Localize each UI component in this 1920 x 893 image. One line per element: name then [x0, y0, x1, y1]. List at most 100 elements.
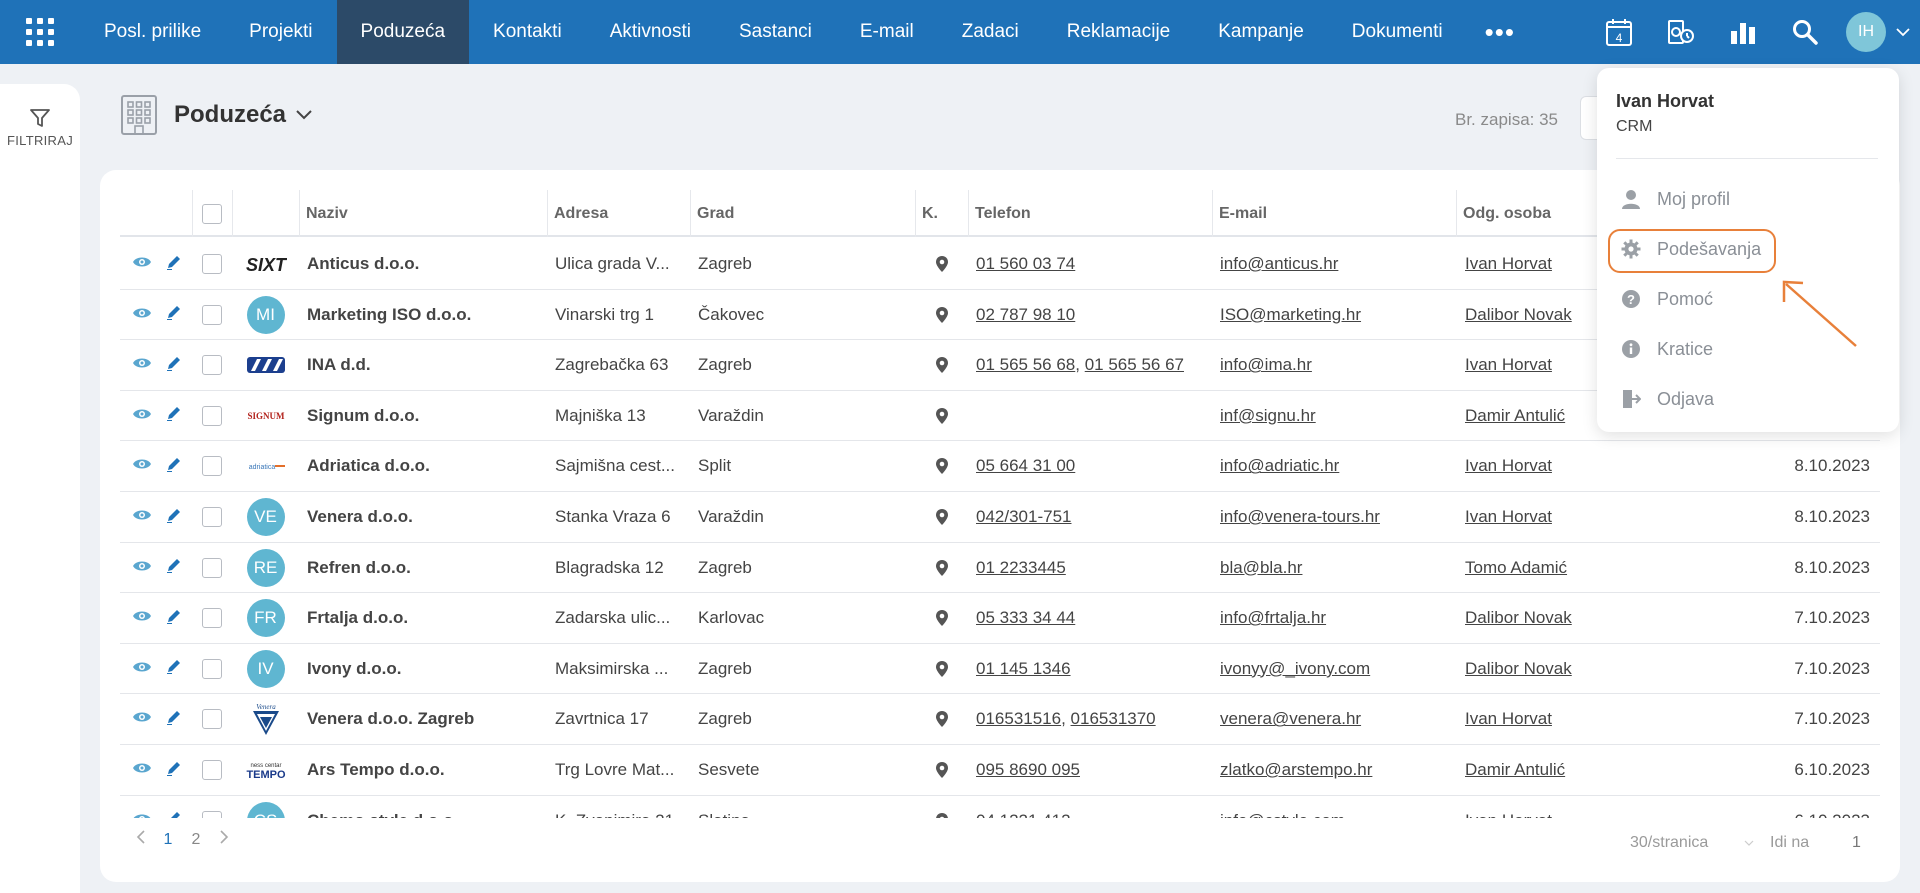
phone-link[interactable]: 01 565 56 68 — [976, 355, 1076, 375]
map-pin-icon[interactable] — [915, 796, 968, 818]
outlook-sync-icon[interactable] — [1650, 0, 1712, 64]
map-pin-icon[interactable] — [915, 391, 968, 441]
edit-pencil-icon[interactable] — [166, 658, 182, 679]
view-eye-icon[interactable] — [132, 406, 152, 426]
phone-link[interactable]: 01 565 56 67 — [1084, 355, 1184, 375]
company-name[interactable]: Adriatica d.o.o. — [307, 456, 430, 476]
table-row[interactable]: IV Ivony d.o.o. Maksimirska ... Zagreb 01 14… — [120, 644, 1880, 695]
column-header-naziv[interactable]: Naziv — [306, 204, 348, 222]
nav-item-projekti[interactable]: Projekti — [249, 21, 313, 42]
table-row[interactable]: Venera Venera d.o.o. Zagreb Zavrtnica 17 Za… — [120, 694, 1880, 745]
column-header-email[interactable]: E-mail — [1219, 204, 1268, 222]
phone-link[interactable]: 05 333 34 44 — [976, 608, 1076, 628]
column-header-adresa[interactable]: Adresa — [554, 204, 609, 222]
edit-pencil-icon[interactable] — [166, 507, 182, 528]
responsible-person-link[interactable]: Dalibor Novak — [1465, 608, 1572, 628]
view-eye-icon[interactable] — [132, 507, 152, 527]
table-row[interactable]: CS Chemo style d.o.o. K. Zvonimira 21 Slati… — [120, 796, 1880, 818]
menu-item-kratice[interactable]: Kratice — [1611, 329, 1885, 369]
email-link[interactable]: bla@bla.hr — [1220, 557, 1303, 577]
map-pin-icon[interactable] — [915, 239, 968, 289]
nav-item-kontakti[interactable]: Kontakti — [493, 21, 562, 42]
responsible-person-link[interactable]: Ivan Horvat — [1465, 355, 1552, 375]
phone-link[interactable]: 02 787 98 10 — [976, 304, 1076, 324]
map-pin-icon[interactable] — [915, 694, 968, 744]
view-eye-icon[interactable] — [132, 608, 152, 628]
phone-link[interactable]: 04 1221 412 — [976, 811, 1071, 818]
menu-item-odjava[interactable]: Odjava — [1611, 379, 1885, 419]
menu-item-pomoc[interactable]: ? Pomoć — [1611, 279, 1885, 319]
table-row[interactable]: FR Frtalja d.o.o. Zadarska ulic... Karlovac… — [120, 593, 1880, 644]
email-link[interactable]: info@ima.hr — [1220, 355, 1312, 375]
company-name[interactable]: Ivony d.o.o. — [307, 658, 402, 678]
edit-pencil-icon[interactable] — [166, 456, 182, 477]
table-row[interactable]: RE Refren d.o.o. Blagradska 12 Zagreb 01 223… — [120, 543, 1880, 594]
edit-pencil-icon[interactable] — [166, 608, 182, 629]
row-checkbox[interactable] — [202, 254, 222, 274]
email-link[interactable]: info@venera-tours.hr — [1220, 507, 1380, 526]
edit-pencil-icon[interactable] — [166, 810, 182, 818]
nav-item-zadaci[interactable]: Zadaci — [961, 21, 1019, 42]
view-eye-icon[interactable] — [132, 811, 152, 818]
nav-item-sastanci[interactable]: Sastanci — [739, 21, 812, 42]
nav-item-dokumenti[interactable]: Dokumenti — [1351, 21, 1443, 42]
responsible-person-link[interactable]: Dalibor Novak — [1465, 658, 1572, 678]
chevron-down-icon[interactable] — [296, 110, 312, 120]
per-page-select[interactable]: 30/stranica — [1630, 834, 1754, 852]
edit-pencil-icon[interactable] — [166, 304, 182, 325]
menu-item-moj-profil[interactable]: Moj profil — [1611, 179, 1885, 219]
responsible-person-link[interactable]: Ivan Horvat — [1465, 456, 1552, 476]
row-checkbox[interactable] — [202, 507, 222, 527]
edit-pencil-icon[interactable] — [166, 254, 182, 275]
nav-item-aktivnosti[interactable]: Aktivnosti — [609, 21, 691, 42]
page-number[interactable]: 2 — [191, 830, 201, 848]
company-name[interactable]: Frtalja d.o.o. — [307, 608, 409, 628]
map-pin-icon[interactable] — [915, 543, 968, 593]
phone-link[interactable]: 095 8690 095 — [976, 760, 1080, 779]
email-link[interactable]: zlatko@arstempo.hr — [1220, 760, 1373, 779]
view-eye-icon[interactable] — [132, 659, 152, 679]
row-checkbox[interactable] — [202, 760, 222, 780]
table-row[interactable]: adriatica Adriatica d.o.o. Sajmišna cest..… — [120, 441, 1880, 492]
prev-page-icon[interactable] — [126, 830, 154, 849]
email-link[interactable]: info@frtalja.hr — [1220, 608, 1327, 628]
map-pin-icon[interactable] — [915, 441, 968, 491]
responsible-person-link[interactable]: Damir Antulić — [1465, 760, 1566, 779]
table-row[interactable]: SIXT Anticus d.o.o. Ulica grada V... Zagreb… — [120, 239, 1880, 290]
nav-item-email[interactable]: E-mail — [859, 21, 914, 42]
row-checkbox[interactable] — [202, 405, 222, 426]
email-link[interactable]: venera@venera.hr — [1220, 709, 1362, 729]
table-row[interactable]: MI Marketing ISO d.o.o. Vinarski trg 1 Čako… — [120, 290, 1880, 341]
select-all-checkbox[interactable] — [202, 203, 222, 224]
company-name[interactable]: Refren d.o.o. — [307, 557, 411, 577]
view-eye-icon[interactable] — [132, 355, 152, 375]
page-number[interactable]: 1 — [163, 830, 173, 848]
table-row[interactable]: SIGNUM Signum d.o.o. Majniška 13 Varaždin in… — [120, 391, 1880, 442]
company-name[interactable]: INA d.d. — [307, 355, 371, 375]
menu-item-podesavanja[interactable]: Podešavanja — [1611, 229, 1885, 269]
search-icon[interactable] — [1774, 0, 1836, 64]
row-checkbox[interactable] — [202, 709, 222, 730]
email-link[interactable]: info@anticus.hr — [1220, 254, 1339, 273]
table-row[interactable]: VE Venera d.o.o. Stanka Vraza 6 Varaždin 042… — [120, 492, 1880, 543]
nav-item-posl-prilike[interactable]: Posl. prilike — [104, 21, 202, 42]
apps-menu-button[interactable] — [0, 0, 80, 64]
company-name[interactable]: Chemo style d.o.o. — [307, 796, 543, 818]
company-name[interactable]: Anticus d.o.o. — [307, 254, 420, 273]
map-pin-icon[interactable] — [915, 593, 968, 643]
nav-item-kampanje[interactable]: Kampanje — [1218, 21, 1304, 42]
email-link[interactable]: ivonyy@_ivony.com — [1220, 658, 1371, 678]
phone-link[interactable]: 01 560 03 74 — [976, 254, 1076, 273]
responsible-person-link[interactable]: Ivan Horvat — [1465, 811, 1552, 818]
row-checkbox[interactable] — [202, 557, 222, 578]
filter-button[interactable]: FILTRIRAJ — [0, 108, 80, 148]
page-title[interactable]: Poduzeća — [174, 101, 287, 128]
column-header-grad[interactable]: Grad — [697, 204, 735, 222]
nav-item-poduzeca[interactable]: Poduzeća — [336, 0, 470, 64]
view-eye-icon[interactable] — [132, 760, 152, 780]
next-page-icon[interactable] — [210, 830, 238, 849]
responsible-person-link[interactable]: Damir Antulić — [1465, 405, 1566, 425]
table-row[interactable]: ness centar TEMPO Ars Tempo d.o.o. Trg Lovr… — [120, 745, 1880, 796]
email-link[interactable]: info@cstyle.com — [1220, 811, 1345, 818]
email-link[interactable]: ISO@marketing.hr — [1220, 304, 1362, 324]
